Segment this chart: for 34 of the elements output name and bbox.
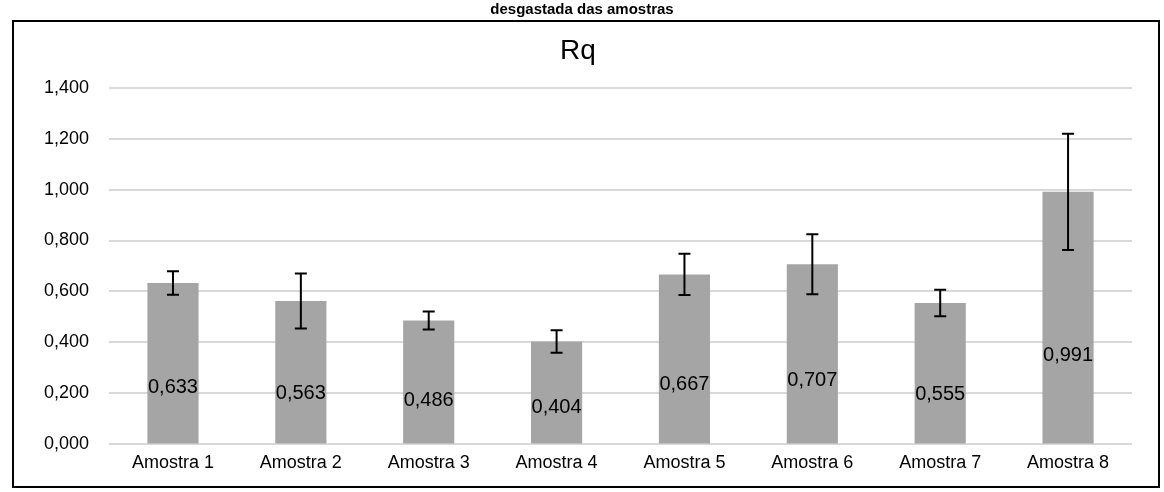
y-tick-label: 0,000: [44, 433, 90, 454]
data-label: 0,555: [915, 381, 966, 404]
x-tick-label: Amostra 5: [643, 452, 726, 473]
y-tick-label: 0,200: [44, 382, 90, 403]
y-tick-label: 0,400: [44, 331, 90, 352]
x-tick-label: Amostra 3: [387, 452, 470, 473]
y-tick-label: 1,200: [44, 127, 90, 148]
bar: [403, 320, 455, 444]
x-tick-label: Amostra 6: [771, 452, 854, 473]
y-tick-label: 0,800: [44, 229, 90, 250]
bar: [275, 300, 327, 444]
x-tick-label: Amostra 7: [899, 452, 982, 473]
data-label: 0,991: [1043, 342, 1094, 365]
y-tick-label: 1,000: [44, 178, 90, 199]
bar: [531, 341, 583, 444]
x-tick-label: Amostra 8: [1027, 452, 1110, 473]
data-label: 0,667: [659, 371, 710, 394]
text: desgastada das amostras: [489, 0, 675, 17]
y-tick-label: 0,600: [44, 280, 90, 301]
y-tick-label: 1,400: [44, 76, 90, 97]
bar: [914, 302, 966, 444]
data-label: 0,707: [787, 368, 838, 391]
bar: [658, 274, 711, 444]
chart-title: Rq: [560, 33, 596, 65]
bar: [147, 283, 199, 444]
bar: [1042, 191, 1094, 444]
data-label: 0,633: [147, 374, 199, 397]
x-tick-label: Amostra 1: [131, 452, 214, 473]
data-label: 0,563: [275, 381, 326, 404]
data-label: 0,404: [531, 395, 582, 418]
data-label: 0,486: [403, 387, 454, 410]
bar: [786, 264, 838, 444]
x-tick-label: Amostra 2: [259, 452, 342, 473]
x-tick-label: Amostra 4: [515, 452, 598, 473]
